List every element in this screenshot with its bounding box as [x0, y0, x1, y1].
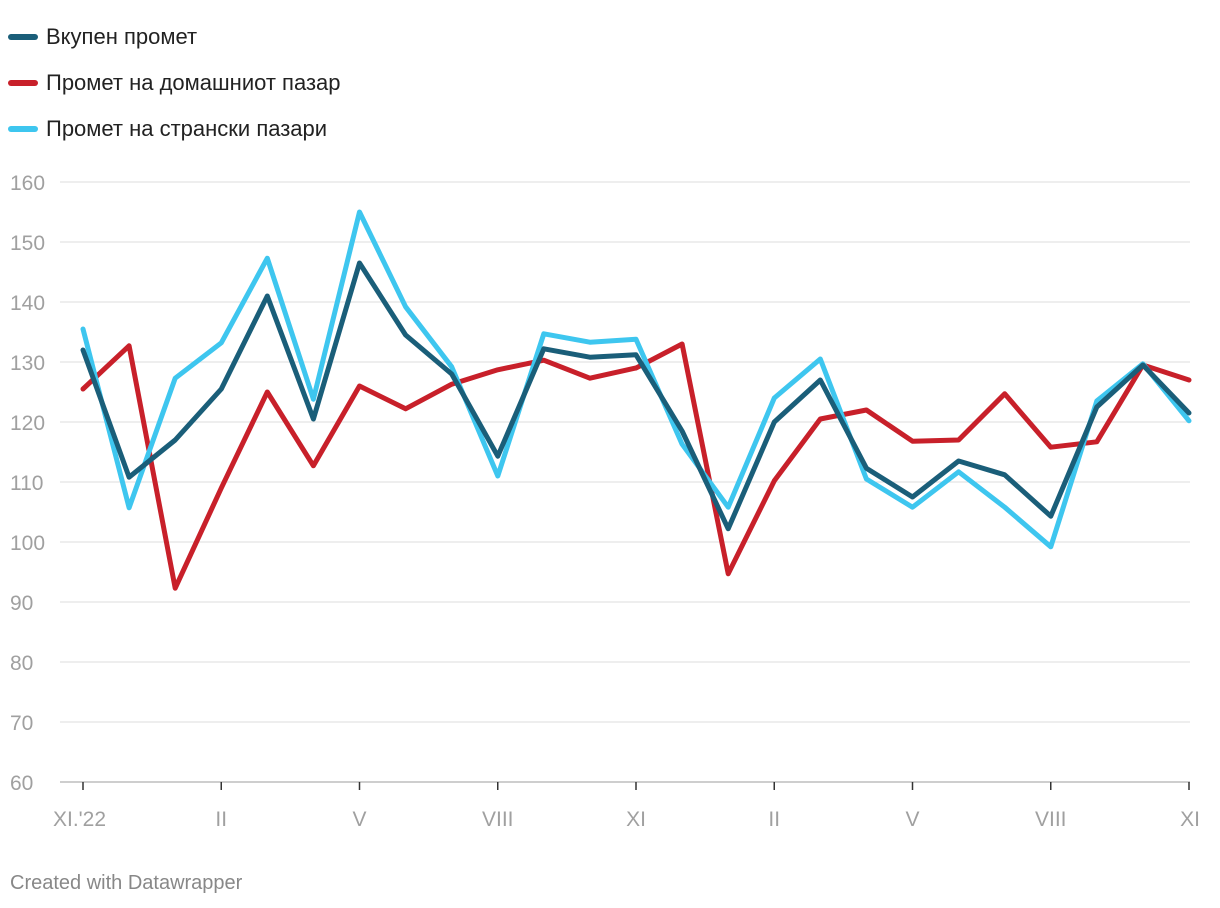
x-tick-label-1: II — [215, 808, 227, 831]
legend-item-foreign: Промет на странски пазари — [8, 106, 341, 152]
y-tick-label-110: 110 — [10, 472, 43, 495]
x-tick-label-4: XI — [626, 808, 646, 831]
y-tick-label-60: 60 — [10, 772, 33, 795]
x-tick-label-6: V — [905, 808, 919, 831]
y-tick-label-80: 80 — [10, 652, 33, 675]
x-tick-label-0: XI.'22 — [53, 808, 106, 831]
x-tick-label-3: VIII — [482, 808, 514, 831]
y-tick-label-70: 70 — [10, 712, 33, 735]
y-tick-label-100: 100 — [10, 532, 45, 555]
footer-credit: Created with Datawrapper — [10, 872, 243, 894]
x-tick-label-2: V — [352, 808, 366, 831]
legend-label-total: Вкупен промет — [46, 24, 198, 49]
legend-item-domestic: Промет на домашниот пазар — [8, 60, 341, 106]
x-tick-label-7: VIII — [1035, 808, 1067, 831]
legend-label-foreign: Промет на странски пазари — [46, 116, 328, 141]
legend-swatch-total — [8, 34, 38, 40]
y-tick-label-130: 130 — [10, 352, 45, 375]
series-line-1 — [80, 341, 1192, 591]
y-tick-label-160: 160 — [10, 172, 45, 195]
series-line-0 — [80, 260, 1192, 532]
y-tick-label-150: 150 — [10, 232, 45, 255]
legend-swatch-foreign — [8, 126, 38, 132]
y-tick-label-120: 120 — [10, 412, 45, 435]
legend-item-total: Вкупен промет — [8, 14, 341, 60]
y-tick-label-140: 140 — [10, 292, 45, 315]
series-line-2 — [80, 209, 1192, 550]
legend-label-domestic: Промет на домашниот пазар — [46, 70, 341, 95]
y-tick-label-90: 90 — [10, 592, 33, 615]
legend: Вкупен промет Промет на домашниот пазар … — [8, 14, 341, 152]
x-tick-label-5: II — [768, 808, 780, 831]
legend-swatch-domestic — [8, 80, 38, 86]
x-tick-label-8: XI — [1180, 808, 1200, 831]
